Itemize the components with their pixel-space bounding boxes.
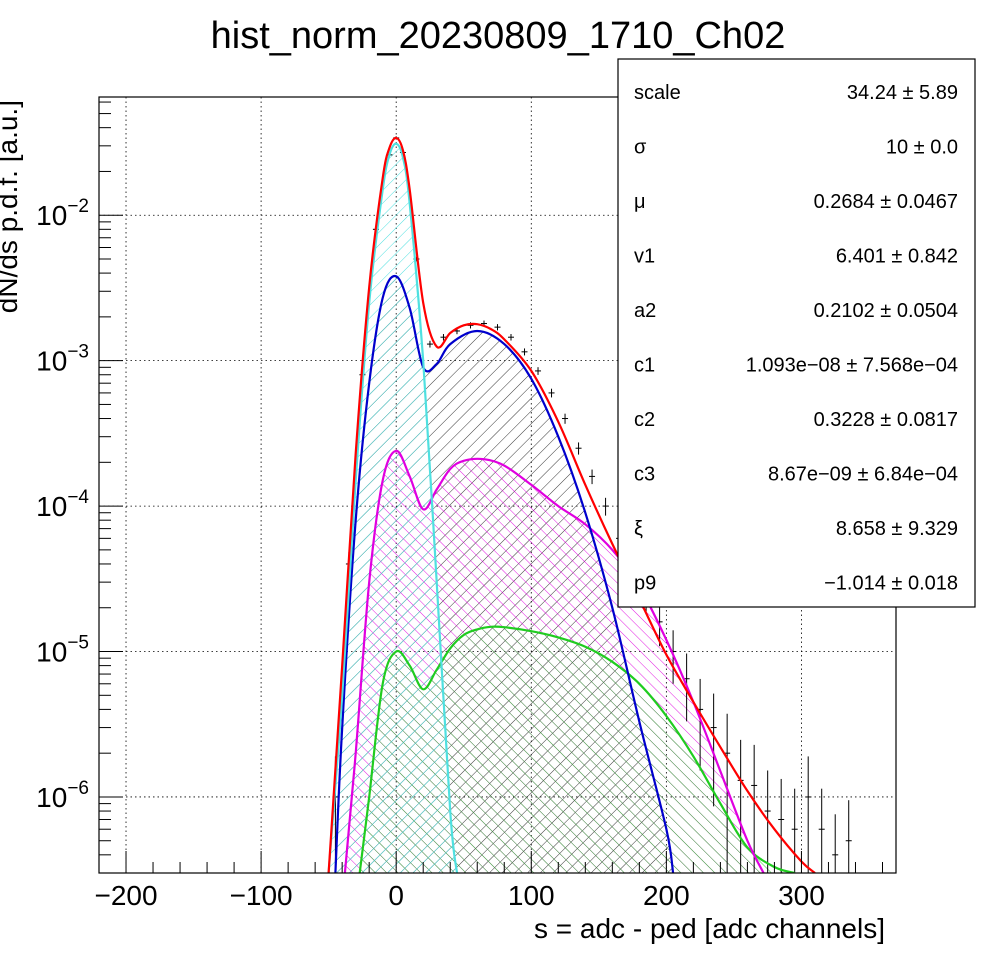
- y-tick-label: 10−5: [36, 633, 89, 668]
- x-tick-labels: −200 −100 0 100 200 300: [94, 880, 824, 911]
- stats-param-name: scale: [634, 82, 681, 104]
- stats-param-value: 8.658 ± 9.329: [836, 518, 958, 540]
- stats-row: σ 10 ± 0.0: [634, 137, 958, 159]
- stats-row: c3 8.67e−09 ± 6.84e−04: [634, 464, 958, 486]
- x-tick-label: 300: [778, 880, 825, 911]
- stats-row: a2 0.2102 ± 0.0504: [634, 300, 958, 322]
- y-tick-labels: 10−2 10−3 10−4 10−5 10−6: [36, 196, 89, 813]
- x-tick-label: −200: [94, 880, 157, 911]
- stats-param-name: σ: [634, 137, 647, 159]
- series-0-curve: [327, 142, 459, 873]
- stats-param-value: 34.24 ± 5.89: [847, 82, 958, 104]
- stats-param-value: 6.401 ± 0.842: [836, 246, 958, 268]
- x-tick-label: 0: [388, 880, 404, 911]
- stats-param-name: c1: [634, 355, 655, 377]
- series-4-curve: [327, 136, 816, 873]
- y-axis-title: dN/ds p.d.f. [a.u.]: [0, 100, 23, 313]
- stats-param-name: v1: [634, 246, 655, 268]
- stats-box: scale 34.24 ± 5.89 σ 10 ± 0.0 μ 0.2684 ± 0.04…: [617, 58, 976, 608]
- stats-param-name: p9: [634, 573, 656, 595]
- stats-row: ξ 8.658 ± 9.329: [634, 518, 958, 540]
- stats-row: v1 6.401 ± 0.842: [634, 246, 958, 268]
- stats-param-name: c3: [634, 464, 655, 486]
- series-2-curve: [343, 449, 765, 873]
- stats-param-name: c2: [634, 409, 655, 431]
- axis-ticks: [99, 101, 883, 874]
- stats-param-value: 8.67e−09 ± 6.84e−04: [768, 464, 958, 486]
- stats-param-name: μ: [634, 191, 646, 213]
- y-tick-label: 10−6: [36, 778, 89, 813]
- series-3-fill: [359, 626, 795, 873]
- stats-param-value: 1.093e−08 ± 7.568e−04: [746, 355, 958, 377]
- stats-param-value: −1.014 ± 0.018: [824, 573, 958, 595]
- stats-rows: scale 34.24 ± 5.89 σ 10 ± 0.0 μ 0.2684 ± 0.04…: [634, 82, 958, 595]
- y-tick-label: 10−4: [36, 487, 89, 522]
- stats-row: c2 0.3228 ± 0.0817: [634, 409, 958, 431]
- stats-row: μ 0.2684 ± 0.0467: [634, 191, 958, 213]
- stats-param-value: 0.3228 ± 0.0817: [814, 409, 958, 431]
- stats-param-value: 0.2102 ± 0.0504: [814, 300, 958, 322]
- x-axis-title: s = adc - ped [adc channels]: [534, 913, 885, 944]
- stats-param-name: a2: [634, 300, 656, 322]
- x-tick-label: 200: [643, 880, 690, 911]
- stats-param-name: ξ: [634, 518, 643, 540]
- y-tick-label: 10−2: [36, 196, 89, 231]
- x-tick-label: 100: [508, 880, 555, 911]
- stats-box-frame: [617, 58, 976, 608]
- x-tick-label: −100: [230, 880, 293, 911]
- y-tick-label: 10−3: [36, 342, 89, 377]
- stats-param-value: 10 ± 0.0: [886, 137, 958, 159]
- fit-curves: [327, 136, 816, 873]
- series-1-curve: [334, 274, 675, 873]
- series-3-curve: [358, 625, 796, 873]
- component-fills: [328, 143, 795, 873]
- chart-title: hist_norm_20230809_1710_Ch02: [211, 15, 786, 57]
- stats-row: scale 34.24 ± 5.89: [634, 82, 958, 104]
- stats-row: p9 −1.014 ± 0.018: [634, 573, 958, 595]
- stats-row: c1 1.093e−08 ± 7.568e−04: [634, 355, 958, 377]
- stats-param-value: 0.2684 ± 0.0467: [814, 191, 958, 213]
